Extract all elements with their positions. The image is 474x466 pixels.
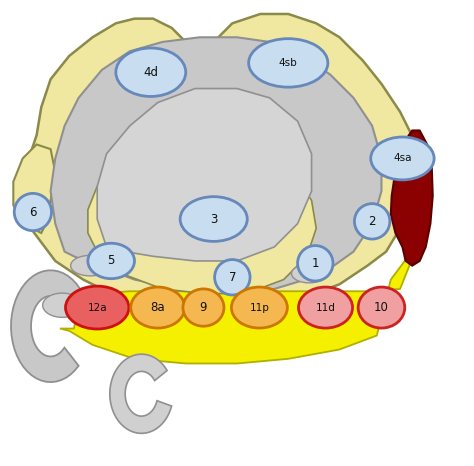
Text: 10: 10 [374,301,389,314]
Ellipse shape [183,289,224,326]
Ellipse shape [131,287,185,328]
Ellipse shape [116,48,186,96]
Polygon shape [23,14,414,312]
Ellipse shape [292,264,327,283]
Text: 4sa: 4sa [393,153,412,164]
Ellipse shape [371,137,434,180]
Ellipse shape [231,287,287,328]
Text: 1: 1 [311,257,319,270]
Polygon shape [110,354,172,433]
Polygon shape [60,233,410,363]
Text: 7: 7 [228,271,236,284]
Text: 12a: 12a [87,302,107,313]
Ellipse shape [88,243,135,279]
Polygon shape [391,130,433,266]
Polygon shape [88,144,316,294]
Ellipse shape [355,204,390,239]
Polygon shape [51,37,382,294]
Polygon shape [11,270,86,382]
Ellipse shape [299,287,353,328]
Ellipse shape [14,193,52,231]
Polygon shape [97,89,311,261]
Ellipse shape [358,287,405,328]
Ellipse shape [43,293,82,317]
Text: 4d: 4d [143,66,158,79]
Ellipse shape [249,39,328,87]
Ellipse shape [180,197,247,241]
Text: 8a: 8a [150,301,165,314]
Text: 11p: 11p [249,302,269,313]
Text: 2: 2 [368,215,376,228]
Text: 4sb: 4sb [279,58,298,68]
Ellipse shape [71,255,110,276]
Ellipse shape [65,286,129,329]
Text: 11d: 11d [316,302,336,313]
Polygon shape [13,144,55,233]
Text: 3: 3 [210,212,218,226]
Text: 5: 5 [108,254,115,267]
Text: 9: 9 [200,301,207,314]
Text: 6: 6 [29,206,36,219]
Ellipse shape [215,260,250,295]
Ellipse shape [298,246,333,281]
